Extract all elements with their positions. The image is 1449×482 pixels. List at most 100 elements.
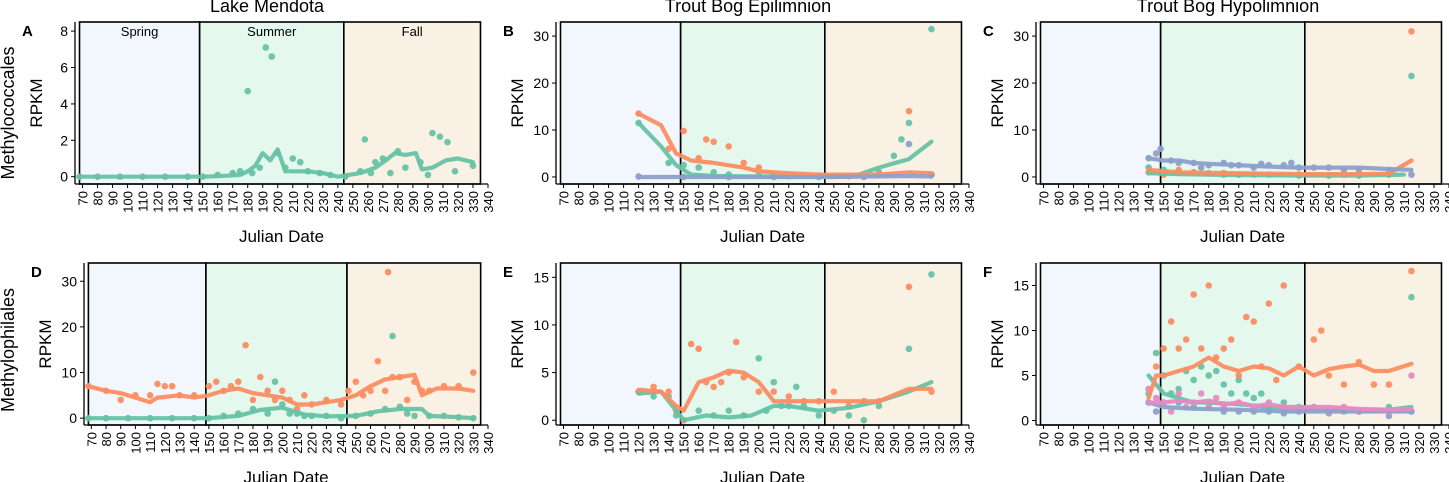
data-point-orange: [403, 396, 411, 404]
x-tick-label: 330: [1427, 432, 1442, 454]
x-tick-label: 180: [722, 432, 737, 454]
x-tick-label: 160: [1172, 432, 1187, 454]
x-tick-label: 330: [947, 191, 962, 213]
data-point-blue: [1157, 145, 1164, 153]
x-tick-label: 250: [827, 432, 842, 454]
y-tick-label: 8: [60, 23, 68, 39]
x-tick-label: 320: [1412, 191, 1427, 213]
data-point-green: [695, 407, 702, 415]
x-tick-label: 120: [1112, 191, 1127, 213]
data-point-orange: [1160, 345, 1167, 352]
season-band-spring: [1039, 21, 1162, 185]
data-point-orange: [161, 382, 169, 390]
x-tick-label: 280: [393, 432, 408, 454]
x-tick-label: 340: [962, 191, 977, 213]
x-tick-label: 140: [1142, 191, 1157, 213]
data-point-orange: [1280, 282, 1288, 289]
data-point-orange: [1370, 381, 1378, 388]
x-tick-label: 260: [842, 191, 857, 213]
season-band-spring: [559, 262, 682, 426]
x-tick-label: 170: [231, 432, 246, 454]
data-point-green: [650, 393, 657, 400]
x-tick-label: 110: [1097, 191, 1112, 212]
data-point-orange: [279, 387, 286, 395]
data-point-pink: [1408, 372, 1415, 379]
x-tick-label: 290: [406, 191, 421, 213]
x-tick-label: 230: [1277, 191, 1292, 213]
season-label-fall: Fall: [402, 24, 423, 39]
x-tick-label: 80: [91, 191, 106, 205]
x-tick-label: 260: [361, 191, 376, 213]
x-tick-label: 270: [1337, 432, 1352, 454]
data-point-orange: [1272, 376, 1280, 384]
data-point-orange: [1265, 300, 1273, 307]
x-tick-label: 180: [246, 432, 261, 454]
x-tick-label: 150: [1157, 432, 1172, 454]
data-point-green: [1408, 72, 1415, 80]
y-tick-label: 2: [60, 132, 68, 148]
data-point-orange: [384, 268, 392, 276]
data-point-orange: [905, 283, 913, 291]
y-tick-label: 4: [60, 96, 68, 112]
trend-line-orange: [636, 368, 934, 413]
panel-letter: C: [983, 23, 994, 40]
x-tick-label: 310: [917, 191, 932, 213]
data-point-green: [1242, 390, 1250, 397]
data-point-green: [1250, 394, 1258, 402]
data-point-orange: [905, 107, 913, 115]
y-tick-label: 10: [1013, 122, 1029, 138]
data-point-green: [436, 133, 444, 140]
data-point-orange: [1235, 372, 1243, 379]
x-tick-label: 120: [1112, 432, 1127, 454]
y-axis-label: RPKM: [508, 319, 527, 368]
x-tick-label: 170: [1187, 191, 1202, 213]
x-tick-label: 160: [217, 432, 232, 454]
data-point-green: [815, 412, 823, 419]
trend-line-orange: [1146, 158, 1414, 177]
x-tick-label: 90: [114, 432, 129, 446]
panel-e: 0 5 10 15 70 80 90 100 110 120 130 140 150 160 170 180 1…: [503, 262, 977, 482]
season-band-spring: [1039, 262, 1162, 426]
x-tick-label: 220: [305, 432, 320, 454]
x-tick-label: 80: [99, 432, 114, 446]
data-point-orange: [740, 159, 748, 167]
data-point-green: [444, 138, 451, 146]
x-tick-label: 300: [421, 191, 436, 213]
x-tick-label: 210: [1247, 432, 1262, 454]
data-point-orange: [1152, 363, 1160, 370]
x-tick-label: 330: [466, 191, 481, 213]
data-point-green: [1190, 376, 1197, 384]
x-tick-label: 240: [1292, 191, 1307, 213]
x-tick-label: 200: [752, 191, 767, 213]
column-title-trout-bog-hypolimnion: Trout Bog Hypolimnion: [1137, 0, 1319, 16]
data-point-orange: [1325, 372, 1333, 379]
x-tick-label: 160: [1172, 191, 1187, 213]
x-tick-label: 150: [202, 432, 217, 454]
x-tick-label: 100: [602, 191, 617, 213]
data-point-green: [361, 136, 369, 143]
data-point-green: [451, 167, 459, 175]
data-point-orange: [1175, 345, 1182, 352]
x-tick-label: 160: [692, 191, 707, 213]
x-tick-label: 170: [226, 191, 241, 213]
data-point-green: [875, 402, 883, 410]
x-tick-label: 240: [812, 432, 827, 454]
data-point-orange: [830, 388, 838, 395]
season-band-summer: [679, 21, 826, 185]
data-point-orange: [710, 138, 717, 146]
data-point-orange: [770, 388, 778, 395]
x-tick-label: 90: [587, 191, 602, 205]
x-tick-label: 260: [363, 432, 378, 454]
data-point-blue: [905, 140, 913, 148]
x-tick-label: 270: [857, 191, 872, 213]
trend-line-green: [77, 147, 476, 179]
data-point-green: [429, 129, 436, 137]
y-tick-label: 30: [61, 273, 77, 289]
data-point-green: [1152, 349, 1160, 357]
data-point-green: [905, 345, 913, 353]
x-tick-label: 310: [436, 191, 451, 213]
data-point-pink: [1175, 390, 1182, 397]
x-tick-label: 90: [1067, 432, 1082, 446]
season-band-fall: [1304, 262, 1443, 426]
